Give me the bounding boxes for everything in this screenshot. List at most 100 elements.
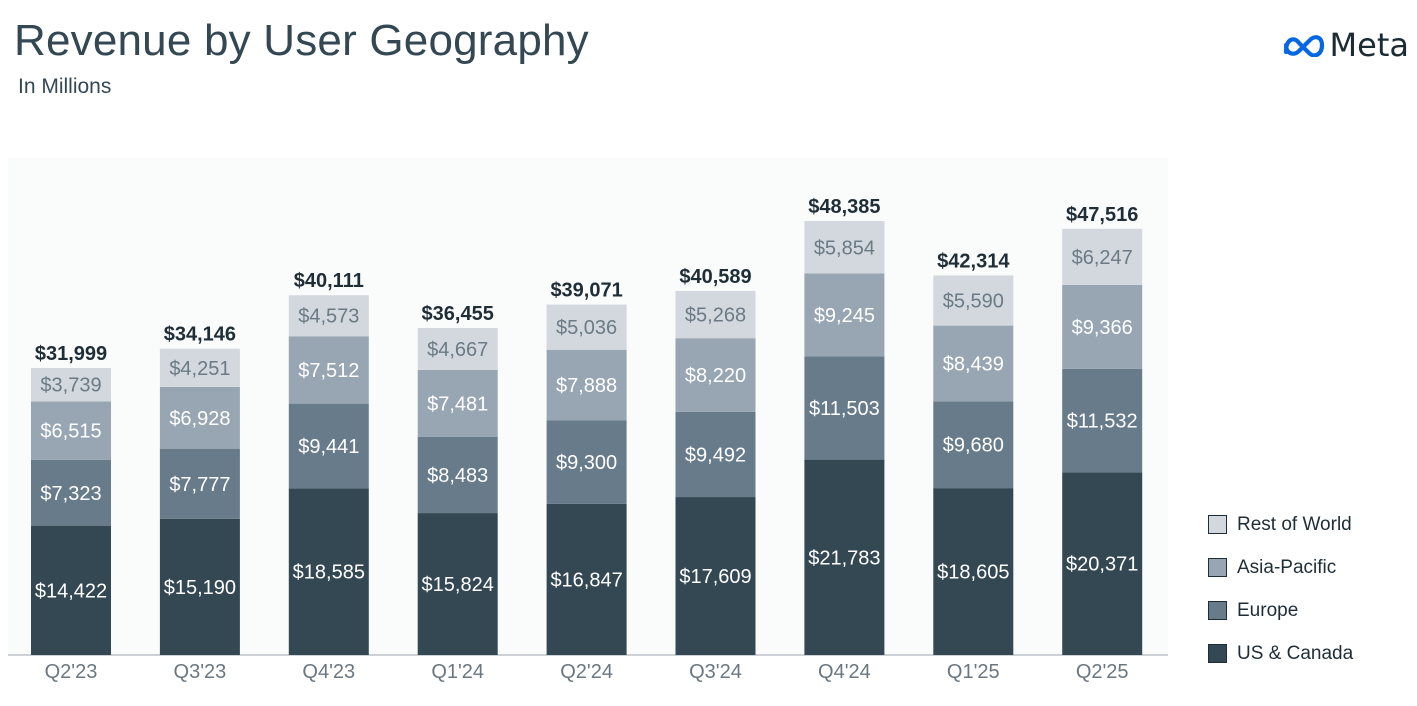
bar-europe-q1-25	[933, 401, 1014, 489]
meta-logo-text: Meta	[1329, 26, 1409, 64]
legend-item-rest-of-world: Rest of World	[1208, 503, 1353, 546]
x-tick-label-q2-25: Q2'25	[1076, 661, 1129, 683]
data-label-us-canada-q3-24: $17,609	[679, 566, 751, 588]
legend-label-us-canada: US & Canada	[1237, 642, 1354, 664]
bar-us-canada-q4-23	[288, 488, 369, 655]
data-label-rest-of-world-q2-25: $6,247	[1072, 247, 1133, 269]
bar-rest-of-world-q1-24	[417, 328, 498, 370]
bar-rest-of-world-q2-25	[1062, 228, 1143, 285]
x-tick-label-q4-24: Q4'24	[818, 661, 871, 683]
meta-logo: Meta	[1282, 26, 1409, 64]
total-label-q3-24: $40,589	[679, 266, 751, 288]
data-label-europe-q3-23: $7,777	[169, 474, 230, 496]
total-label-q1-24: $36,455	[422, 303, 494, 325]
legend-swatch-asia-pacific	[1208, 558, 1227, 577]
data-label-asia-pacific-q1-24: $7,481	[427, 393, 488, 415]
data-label-us-canada-q1-24: $15,824	[422, 574, 494, 596]
x-tick-label-q3-24: Q3'24	[689, 661, 742, 683]
data-label-europe-q2-23: $7,323	[40, 483, 101, 505]
bar-rest-of-world-q4-23	[288, 295, 369, 337]
data-label-europe-q2-24: $9,300	[556, 452, 617, 474]
total-label-q4-24: $48,385	[808, 196, 880, 218]
bar-asia-pacific-q1-24	[417, 369, 498, 437]
bar-rest-of-world-q3-24	[675, 290, 756, 339]
bar-europe-q2-25	[1062, 368, 1143, 473]
data-label-rest-of-world-q2-23: $3,739	[40, 375, 101, 397]
bar-europe-q3-23	[159, 448, 240, 519]
data-label-us-canada-q4-23: $18,585	[293, 562, 365, 584]
data-label-us-canada-q1-25: $18,605	[937, 562, 1009, 584]
bar-asia-pacific-q2-25	[1062, 284, 1143, 369]
bar-us-canada-q2-24	[546, 503, 627, 655]
x-tick-label-q3-23: Q3'23	[174, 661, 227, 683]
data-label-us-canada-q3-23: $15,190	[164, 577, 236, 599]
data-label-rest-of-world-q3-23: $4,251	[169, 358, 230, 380]
total-label-q1-25: $42,314	[937, 250, 1010, 272]
total-label-q2-24: $39,071	[550, 280, 622, 302]
data-label-rest-of-world-q1-25: $5,590	[943, 291, 1004, 313]
bar-rest-of-world-q3-23	[159, 348, 240, 387]
bar-asia-pacific-q4-23	[288, 336, 369, 404]
data-label-asia-pacific-q3-24: $8,220	[685, 365, 746, 387]
bar-rest-of-world-q2-23	[31, 367, 111, 402]
meta-infinity-icon	[1283, 35, 1324, 57]
data-label-rest-of-world-q2-24: $5,036	[556, 317, 617, 339]
bar-us-canada-q1-24	[417, 513, 498, 655]
bar-rest-of-world-q1-25	[933, 275, 1014, 326]
legend-item-us-canada: US & Canada	[1208, 632, 1353, 675]
total-label-q4-23: $40,111	[294, 270, 364, 292]
data-label-asia-pacific-q4-23: $7,512	[298, 360, 359, 382]
bar-us-canada-q4-24	[804, 459, 885, 655]
data-label-asia-pacific-q2-23: $6,515	[40, 421, 101, 443]
bar-asia-pacific-q3-23	[159, 386, 240, 449]
bar-us-canada-q3-24	[675, 497, 756, 655]
data-label-asia-pacific-q2-25: $9,366	[1072, 317, 1133, 339]
data-label-asia-pacific-q1-25: $8,439	[943, 353, 1004, 375]
bar-rest-of-world-q4-24	[804, 221, 885, 274]
bar-us-canada-q3-23	[159, 518, 240, 655]
bar-asia-pacific-q4-24	[804, 273, 885, 357]
bar-asia-pacific-q3-24	[675, 338, 756, 412]
legend-swatch-us-canada	[1208, 644, 1227, 663]
data-label-rest-of-world-q1-24: $4,667	[427, 339, 488, 361]
x-tick-label-q4-23: Q4'23	[302, 661, 355, 683]
data-label-europe-q1-24: $8,483	[427, 465, 488, 487]
data-label-rest-of-world-q4-23: $4,573	[298, 306, 359, 328]
legend-label-europe: Europe	[1237, 599, 1299, 621]
x-tick-label-q1-25: Q1'25	[947, 661, 1000, 683]
data-label-europe-q4-23: $9,441	[298, 436, 359, 458]
x-tick-label-q1-24: Q1'24	[431, 661, 484, 683]
data-label-europe-q3-24: $9,492	[685, 444, 746, 466]
data-label-rest-of-world-q4-24: $5,854	[814, 237, 875, 259]
bar-europe-q2-24	[546, 420, 627, 504]
data-label-europe-q2-25: $11,532	[1067, 411, 1138, 433]
bar-europe-q4-24	[804, 356, 885, 460]
x-tick-label-q2-24: Q2'24	[560, 661, 613, 683]
legend: Rest of World Asia-Pacific Europe US & C…	[1208, 503, 1353, 675]
bar-europe-q3-24	[675, 411, 756, 498]
bar-europe-q4-23	[288, 403, 369, 489]
chart-subtitle: In Millions	[18, 75, 112, 98]
legend-item-asia-pacific: Asia-Pacific	[1208, 546, 1353, 589]
bar-asia-pacific-q2-24	[546, 349, 627, 421]
data-label-europe-q4-24: $11,503	[809, 398, 880, 420]
bar-asia-pacific-q2-23	[31, 401, 111, 460]
legend-item-europe: Europe	[1208, 589, 1353, 632]
data-label-us-canada-q4-24: $21,783	[808, 547, 880, 569]
data-label-rest-of-world-q3-24: $5,268	[685, 305, 746, 327]
data-label-asia-pacific-q4-24: $9,245	[814, 305, 875, 327]
data-label-us-canada-q2-25: $20,371	[1066, 554, 1138, 576]
bar-rest-of-world-q2-24	[546, 304, 627, 350]
bar-us-canada-q2-23	[31, 525, 111, 655]
legend-swatch-europe	[1208, 601, 1227, 620]
data-label-asia-pacific-q2-24: $7,888	[556, 375, 617, 397]
chart-title: Revenue by User Geography	[14, 16, 589, 65]
data-label-asia-pacific-q3-23: $6,928	[169, 408, 230, 430]
bar-europe-q1-24	[417, 436, 498, 514]
total-label-q3-23: $34,146	[164, 324, 236, 346]
x-tick-label-q2-23: Q2'23	[45, 661, 98, 683]
bar-asia-pacific-q1-25	[933, 325, 1014, 402]
total-label-q2-23: $31,999	[35, 343, 107, 365]
bar-europe-q2-23	[31, 459, 111, 526]
